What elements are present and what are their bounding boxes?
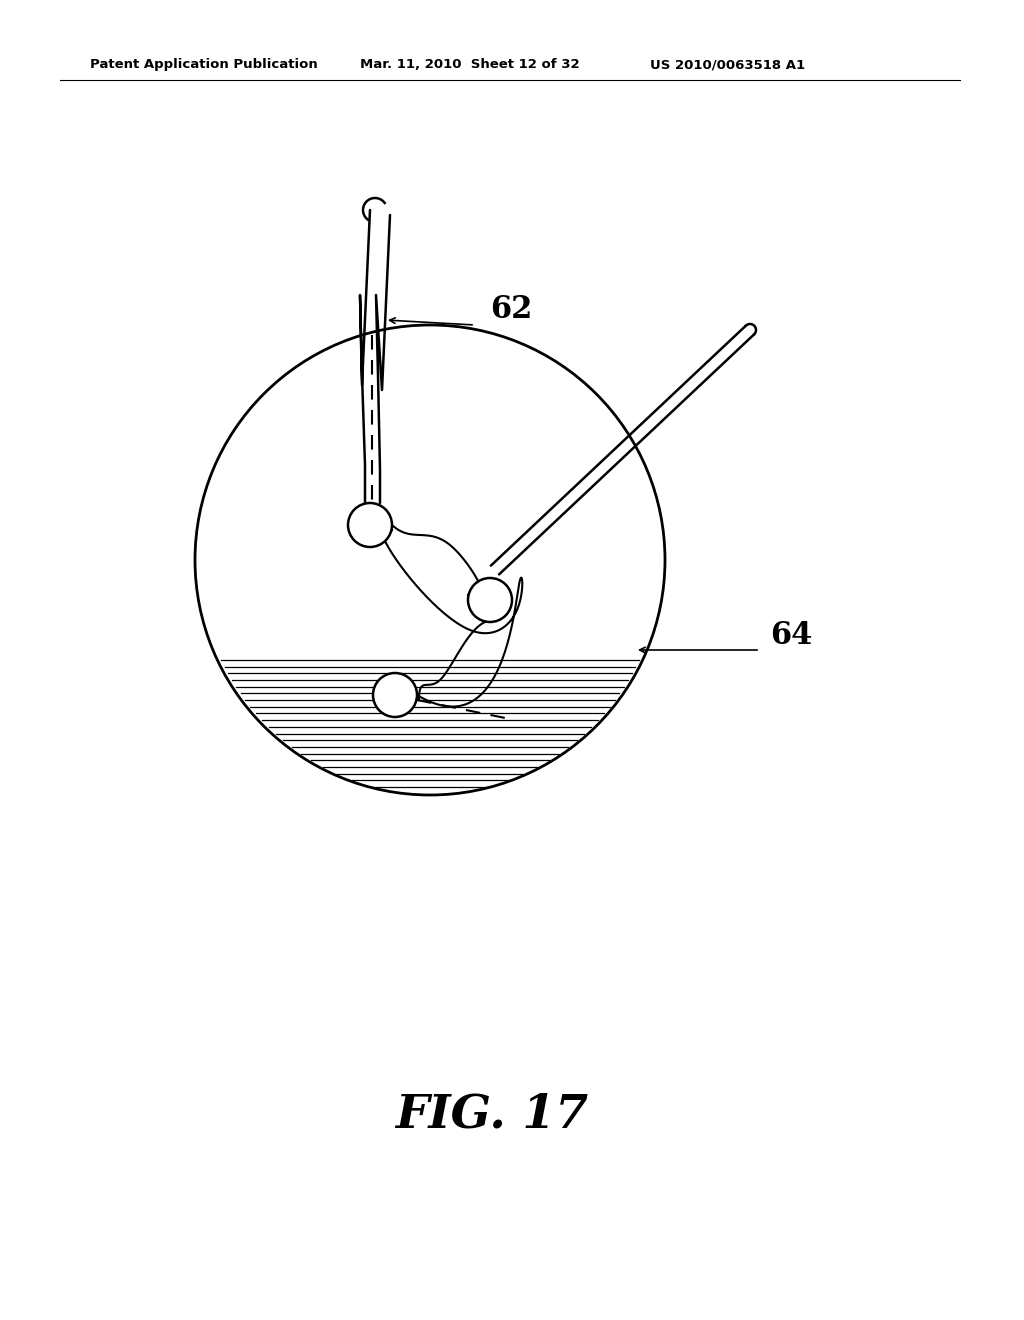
Text: 62: 62 xyxy=(490,294,532,326)
Circle shape xyxy=(373,673,417,717)
Text: Mar. 11, 2010  Sheet 12 of 32: Mar. 11, 2010 Sheet 12 of 32 xyxy=(360,58,580,71)
Text: FIG. 17: FIG. 17 xyxy=(395,1092,589,1138)
Text: Patent Application Publication: Patent Application Publication xyxy=(90,58,317,71)
Circle shape xyxy=(468,578,512,622)
Text: 64: 64 xyxy=(770,619,812,651)
Circle shape xyxy=(348,503,392,546)
Text: US 2010/0063518 A1: US 2010/0063518 A1 xyxy=(650,58,805,71)
